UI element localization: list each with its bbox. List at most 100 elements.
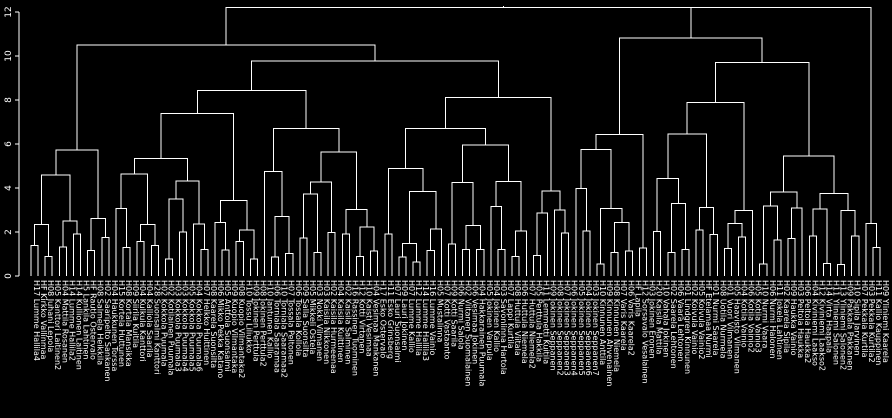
dendrogram-link <box>370 250 379 276</box>
dendrogram-link <box>235 240 244 276</box>
leaf-label: H09 Kinnunen Ahvenainen <box>605 280 614 386</box>
dendrogram-link <box>536 212 548 276</box>
dendrogram-link <box>87 250 96 276</box>
dendrogram-link <box>822 263 831 276</box>
dendrogram-link <box>819 192 849 211</box>
dendrogram-link <box>614 222 630 253</box>
leaf-label: H01 Lindgren Kinnunen <box>683 280 692 374</box>
y-axis: 0 2 4 6 8 10 12 <box>4 6 20 279</box>
leaf-label: H06 Huttula Niemela <box>520 280 529 364</box>
dendrogram-link <box>72 233 82 276</box>
leaf-label: H11 Kallio Kauppinen <box>874 280 883 365</box>
y-tick-label: 10 <box>4 50 14 62</box>
dendrogram-link <box>624 250 633 276</box>
leaf-label: H02 Kaarela Sipila <box>782 280 791 353</box>
leaf-label: H07 Jokinen Seppanen3 <box>563 280 572 376</box>
dendrogram-link <box>405 127 487 169</box>
dendrogram-link <box>175 180 200 225</box>
leaf-label: H12 Sorsavalo Vesalainen <box>640 280 649 384</box>
leaf-label: H17 Esko Ostervalo <box>379 280 388 358</box>
leaf-label: H08 Juhani Lepola <box>46 280 55 352</box>
leaf-label: H07 Kotti Vastaanto <box>442 280 451 360</box>
dendrogram-link <box>723 247 732 276</box>
leaf-label: H10 Kaisti Vesimaa <box>365 280 374 357</box>
dendrogram-link <box>133 157 189 181</box>
leaf-label: H07 Lauri Suonsalmi <box>393 280 402 363</box>
dendrogram-link <box>345 209 368 234</box>
dendrogram-link <box>274 215 290 257</box>
leaf-label: H05 Kokkola Puumala5 <box>188 280 197 372</box>
dendrogram-link <box>401 243 418 262</box>
dendrogram-link <box>58 246 67 276</box>
leaf-label: H11 Esko Grinsberg <box>386 280 395 359</box>
leaf-label: H05 Jokinen Varpula <box>485 280 494 361</box>
dendrogram-link <box>285 252 294 276</box>
leaf-label: H07 Tossala Peltonen <box>287 280 296 365</box>
leaf-label: H07 Lumme Kallio <box>407 280 416 353</box>
leaf-label: H08 Jokinen Perttula2 <box>258 280 267 367</box>
dendrogram-link <box>462 249 471 276</box>
dendrogram-link <box>575 187 587 276</box>
leaf-label: HF Lapila <box>633 280 642 317</box>
dendrogram-link <box>200 248 209 276</box>
dendrogram-link <box>837 263 846 276</box>
leaf-label: H13 Yliniemi Salonen2 <box>839 280 848 370</box>
dendrogram-link <box>561 232 570 276</box>
leaf-label: H04 Jokinen Kallio <box>492 280 501 352</box>
dendrogram-link <box>193 223 205 276</box>
leaf-label: H06 Kotila Vainio2 <box>747 280 756 353</box>
dendrogram-link <box>465 224 481 250</box>
leaf-label: H08 Kinnunen Niemela <box>612 280 621 372</box>
leaf-label: H07 Pekkala Kurtila <box>860 280 869 358</box>
dendrogram-link <box>398 256 407 276</box>
leaf-label: H03 Peltola Haukka <box>796 280 805 358</box>
dendrogram-link <box>515 230 527 276</box>
dendrogram-link <box>511 256 520 276</box>
leaf-label: H17 Lumme Hallila4 <box>32 280 41 361</box>
dendrogram-link <box>196 90 307 129</box>
leaf-label: H07 Helkko Huittinen <box>202 280 211 365</box>
leaf-label: H01 Vuori Vilmanen <box>725 280 734 359</box>
dendrogram-link <box>653 230 662 276</box>
dendrogram-link <box>140 224 156 246</box>
leaf-label: H06 Vaara Lehtonen <box>676 280 685 362</box>
dendrogram-link <box>179 231 188 276</box>
dendrogram-link <box>596 263 605 276</box>
leaf-label: HF Kirkko Vallinmaa <box>39 280 48 360</box>
dendrogram-link <box>840 210 856 265</box>
leaf-label: H08 Jokinen Seppanen2 <box>556 280 565 376</box>
leaf-label: H14 Lumme Hallila2 <box>67 280 76 361</box>
dendrogram-link <box>384 233 393 276</box>
leaf-label: H10 Kinnunen Anttila <box>598 280 607 365</box>
leaf-label: H06 Nurmi Salola <box>457 280 466 350</box>
dendrogram-link <box>619 37 763 135</box>
dendrogram-link <box>263 171 283 276</box>
leaf-label: H08 Uotila Nurmela <box>718 280 727 359</box>
leaf-label: H05 Anttola Suonsalmi <box>223 280 232 372</box>
leaf-label: H10 Nurmi Vaara <box>761 280 770 348</box>
dendrogram-link <box>787 238 796 276</box>
leaf-label: H10 Vahala Jokinen <box>662 280 671 357</box>
leaf-label: H07 Varis Kaarela <box>619 280 628 351</box>
dendrogram-link <box>447 243 456 276</box>
leaf-label: H06 Peltola Haukka2 <box>803 280 812 363</box>
dendrogram-link <box>41 174 71 225</box>
leaf-label: H03 Savonlinna Hartola <box>499 280 508 375</box>
leaf-label: H07 Lappi Kurtila <box>506 280 515 349</box>
dendrogram-link <box>302 193 319 253</box>
leaf-label: H07 Huttula Niemela2 <box>527 280 536 369</box>
dendrogram-link <box>430 228 442 276</box>
leaf-label: H09 Siirila Kuitila <box>131 280 140 348</box>
dendrogram-link <box>115 208 128 276</box>
leaf-label: H03 Pekkala Kurtila2 <box>867 280 876 363</box>
leaf-label: H09 Salla Suonsilta <box>301 280 310 357</box>
leaf-label: H04 Haukkunen Torssa <box>110 280 119 371</box>
leaf-label: H04 Jokinen Seppanen6 <box>584 280 593 376</box>
leaf-label: H04 Mattila Rosanen <box>60 280 69 363</box>
dendrogram-link <box>667 133 708 208</box>
y-tick-label: 4 <box>4 185 14 191</box>
dendrogram-link <box>532 254 541 276</box>
dendrogram-link <box>791 207 803 276</box>
leaf-label: HF Etelamaa Nurmi <box>704 280 713 358</box>
leaf-label: H03 Jokinen Seppanen7 <box>591 280 600 376</box>
